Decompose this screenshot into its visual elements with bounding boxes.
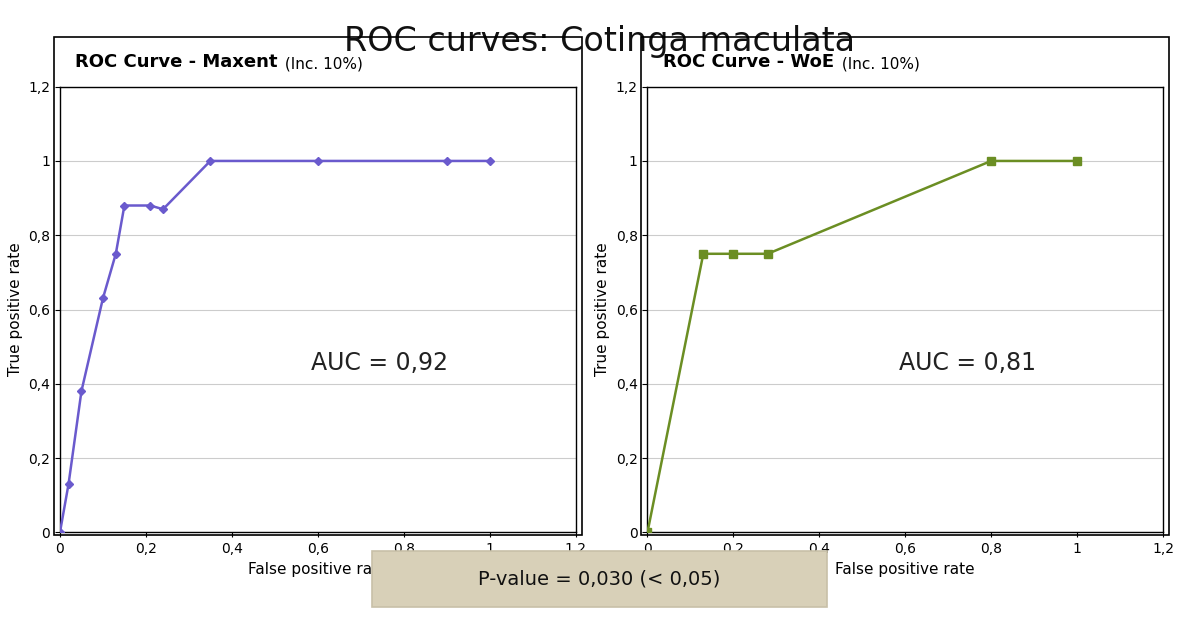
Text: AUC = 0,92: AUC = 0,92 [311, 351, 448, 375]
Y-axis label: True positive rate: True positive rate [7, 243, 23, 376]
Text: AUC = 0,81: AUC = 0,81 [898, 351, 1036, 375]
Text: P-value = 0,030 (< 0,05): P-value = 0,030 (< 0,05) [478, 569, 721, 588]
Text: (Inc. 10%): (Inc. 10%) [837, 56, 920, 71]
Text: ROC Curve - WoE: ROC Curve - WoE [663, 53, 835, 71]
Y-axis label: True positive rate: True positive rate [595, 243, 610, 376]
X-axis label: False positive rate: False positive rate [248, 561, 387, 577]
FancyBboxPatch shape [372, 551, 827, 607]
Text: ROC Curve - Maxent: ROC Curve - Maxent [76, 53, 278, 71]
Text: ROC curves: Cotinga maculata: ROC curves: Cotinga maculata [344, 25, 855, 58]
X-axis label: False positive rate: False positive rate [836, 561, 975, 577]
Text: (Inc. 10%): (Inc. 10%) [281, 56, 363, 71]
